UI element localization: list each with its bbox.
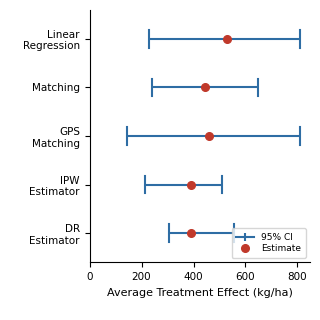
Legend: 95% CI, Estimate: 95% CI, Estimate [232, 228, 306, 258]
X-axis label: Average Treatment Effect (kg/ha): Average Treatment Effect (kg/ha) [107, 288, 293, 298]
